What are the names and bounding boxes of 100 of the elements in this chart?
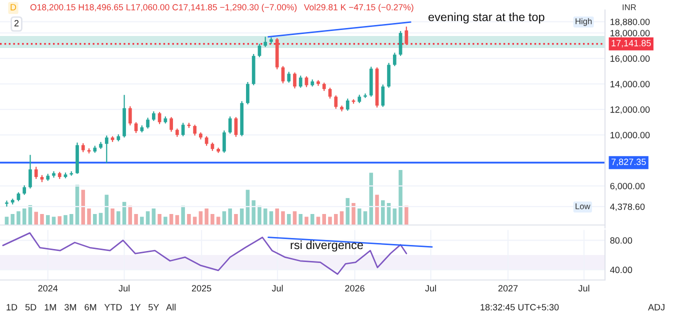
candlestick	[264, 36, 268, 48]
y-tick-label: 14,000.00	[610, 80, 650, 88]
bar	[204, 208, 208, 225]
bar	[258, 206, 262, 225]
candlestick	[104, 135, 108, 164]
annotation: Vol29.81 K −47.15 (−0.27%)	[304, 4, 414, 12]
annotation: D	[10, 4, 16, 10]
bar	[140, 216, 144, 225]
bar	[234, 214, 238, 225]
bar	[87, 208, 91, 225]
bar	[58, 216, 62, 225]
bar	[10, 214, 14, 225]
bar	[252, 200, 256, 225]
candlestick	[392, 52, 396, 67]
bar	[275, 208, 279, 225]
bar	[310, 214, 314, 225]
bar	[228, 208, 232, 225]
annotation: 2	[14, 20, 19, 26]
candlestick	[246, 81, 250, 105]
bar	[352, 203, 356, 225]
annotation: High	[576, 18, 592, 26]
bar	[216, 216, 220, 225]
bar	[64, 215, 68, 225]
bar	[298, 214, 302, 225]
y-tick-label: 6,000.00	[610, 182, 645, 190]
x-tick-label: Jul	[118, 284, 130, 292]
candlestick	[298, 75, 302, 88]
x-tick-label: 2026	[345, 285, 364, 292]
text: ADJ	[648, 304, 664, 310]
text: 18:32:45 UTC+5:30	[480, 304, 559, 310]
candlestick	[228, 116, 232, 134]
y-tick-label: 4,378.60	[610, 204, 645, 212]
bar	[404, 206, 408, 225]
bar	[46, 215, 50, 225]
x-tick-label: Jul	[272, 284, 283, 292]
bar	[328, 216, 332, 225]
bar	[181, 206, 185, 225]
candlestick	[34, 166, 38, 180]
bar	[316, 216, 320, 225]
annotation: rsi divergence	[290, 240, 363, 252]
y-tick-label: 10,000.00	[610, 132, 650, 140]
bar	[187, 214, 191, 225]
bar	[164, 216, 168, 225]
bar	[334, 214, 338, 225]
candlestick	[22, 184, 26, 196]
bar	[392, 208, 397, 225]
candlestick	[28, 154, 32, 190]
bar	[92, 214, 97, 225]
candlestick	[222, 130, 226, 154]
annotation: O18,200.15 H18,496.65 L17,060.00 C17,141.85 −1,290.30 (−7.00%)	[30, 4, 297, 12]
bar	[358, 208, 362, 225]
bar	[152, 208, 156, 225]
y-tick-label: 80.00	[610, 237, 632, 244]
y-tick-label: 40.00	[610, 266, 632, 274]
y-tick-label: 18,880.00	[610, 18, 650, 26]
bar	[375, 194, 379, 225]
candlestick	[193, 124, 196, 136]
candlestick	[152, 110, 156, 122]
ref-line-label: 17,141.85	[612, 40, 651, 48]
bar	[116, 211, 120, 225]
bar	[4, 216, 9, 225]
x-tick-label: Jul	[425, 284, 436, 292]
candlestick	[293, 72, 296, 89]
candlestick	[146, 117, 150, 130]
candlestick	[204, 136, 208, 146]
bar	[240, 208, 244, 225]
candlestick	[404, 26, 408, 46]
bar	[192, 216, 197, 225]
candlestick	[287, 71, 291, 84]
x-tick-label: 2025	[192, 285, 212, 292]
bar	[16, 211, 20, 225]
bar	[398, 170, 402, 225]
annotation: evening star at the top	[428, 12, 544, 24]
candlestick	[5, 200, 8, 208]
bar	[110, 208, 114, 225]
bar	[263, 208, 268, 225]
bar	[322, 214, 326, 225]
bar	[281, 211, 285, 225]
y-tick-label: 18,000.00	[610, 30, 650, 38]
line-series	[2, 232, 408, 275]
bar	[40, 214, 44, 225]
candlestick	[346, 98, 350, 112]
x-tick-label: 2024	[38, 285, 58, 292]
x-tick-label: 2027	[498, 285, 518, 292]
bar	[346, 198, 350, 225]
text: 1D 5D 1M 3M 6M YTD 1Y 5Y All	[6, 304, 176, 310]
bar	[158, 214, 162, 225]
bar	[34, 212, 38, 225]
x-tick-label: Jul	[578, 284, 590, 292]
bar	[52, 216, 56, 225]
ref-line-label: 7,827.35	[612, 158, 646, 166]
candlestick	[387, 62, 390, 88]
candlestick	[128, 106, 132, 126]
bar	[210, 214, 214, 225]
bar	[69, 214, 74, 225]
candlestick	[258, 43, 262, 58]
y-tick-label: 16,000.00	[610, 55, 650, 63]
candlestick	[334, 94, 338, 110]
candlestick	[381, 84, 385, 108]
candlestick	[170, 116, 173, 132]
